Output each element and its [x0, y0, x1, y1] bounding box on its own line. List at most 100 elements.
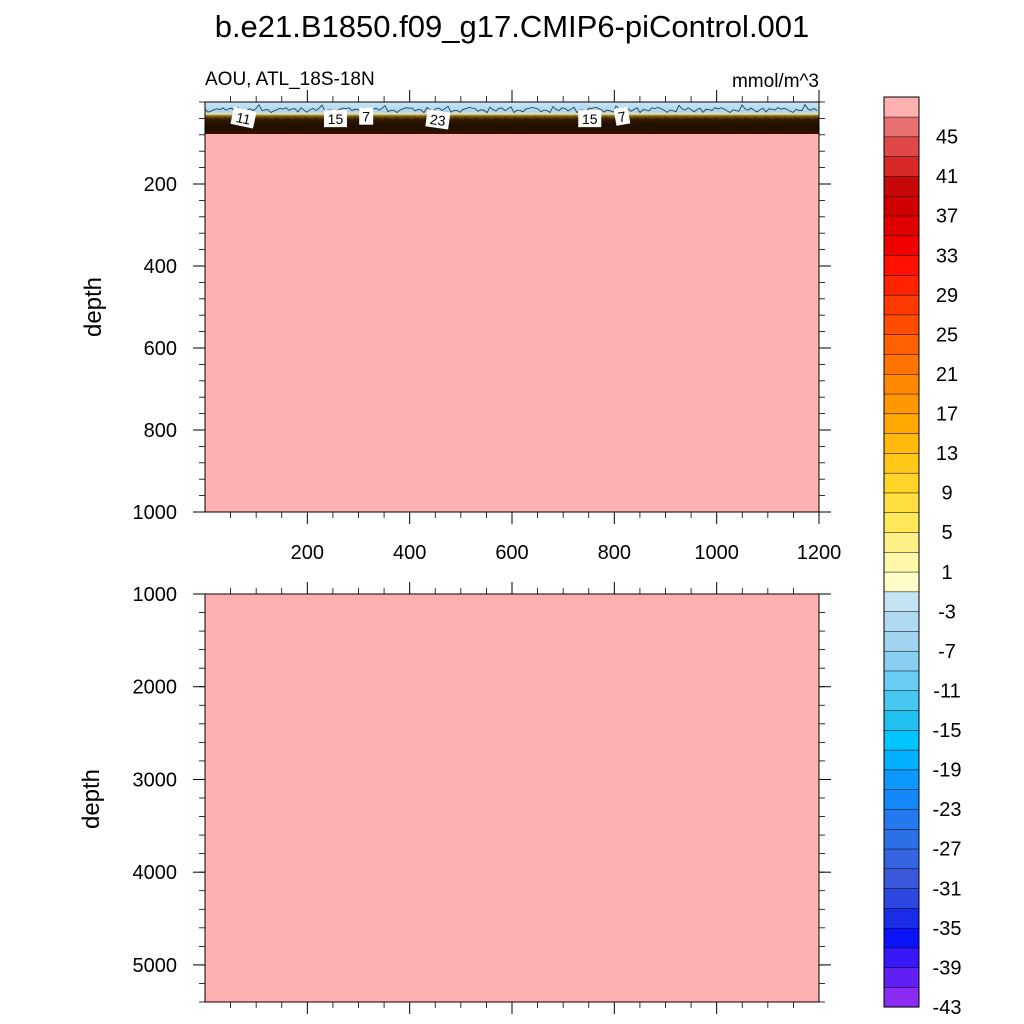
upper-y-axis-label: depth [80, 277, 107, 337]
colorbar-box [883, 255, 920, 276]
colorbar-label: 1 [941, 562, 952, 584]
figure-title: b.e21.B1850.f09_g17.CMIP6-piControl.001 [215, 9, 810, 44]
y-tick-label: 400 [144, 256, 177, 278]
colorbar-box [883, 907, 920, 929]
contour-label: 11 [230, 107, 257, 129]
upper-panel: AOU, ATL_18S-18N mmol/m^3 11 15 7 23 15 7 200… [80, 69, 841, 564]
colorbar-label: 17 [936, 404, 958, 426]
upper-ticks: 200 400 600 800 1000 200 400 600 800 1000 1200 [133, 90, 842, 564]
colorbar-box [883, 650, 920, 672]
contour-label: 7 [613, 106, 631, 126]
contour-label-text: 15 [328, 111, 344, 127]
colorbar-box [883, 472, 920, 494]
colorbar-label: 13 [936, 443, 958, 465]
colorbar-label: -31 [933, 878, 962, 900]
y-tick-label: 4000 [133, 862, 178, 884]
colorbar-label: 45 [936, 127, 958, 149]
contour-label-box [323, 110, 347, 128]
colorbar-box [883, 789, 920, 810]
colorbar-label: -11 [933, 681, 960, 703]
colorbar-label: -27 [933, 839, 962, 861]
colorbar-box [883, 116, 920, 138]
colorbar-box [883, 433, 920, 454]
colorbar-label: -35 [933, 918, 962, 940]
colorbar-label: 21 [936, 364, 958, 386]
colorbar-box [883, 274, 920, 296]
contour-label: 15 [578, 110, 602, 128]
colorbar-box [883, 195, 920, 217]
colorbar-label: 33 [936, 245, 958, 267]
colorbar-box [883, 96, 920, 118]
colorbar-box [883, 413, 920, 434]
colorbar-box [883, 710, 920, 731]
surface-contour-line [204, 103, 818, 114]
colorbar-label: -7 [938, 641, 956, 663]
colorbar-label: -43 [933, 997, 962, 1019]
colorbar-label: -23 [933, 799, 962, 821]
colorbar-box [883, 888, 920, 909]
colorbar-frame [883, 96, 920, 1008]
x-tick-label: 800 [598, 542, 631, 564]
colorbar-box [883, 947, 920, 968]
colorbar-label: 9 [941, 483, 952, 505]
colorbar-box [883, 670, 920, 692]
contour-label-box [230, 107, 257, 129]
y-tick-label: 3000 [133, 769, 178, 791]
y-tick-label: 200 [144, 174, 177, 196]
colorbar-box [883, 630, 920, 652]
colorbar-label: -15 [933, 720, 962, 742]
colorbar-box [883, 175, 920, 197]
surface-contour-band [205, 102, 819, 134]
lower-plot-area [204, 593, 820, 1003]
colorbar: 45 41 37 33 29 25 21 17 13 9 5 1 -3 -7 -11 -15 -19 -23 -27… [883, 96, 962, 1019]
upper-left-string: AOU, ATL_18S-18N [205, 69, 375, 90]
colorbar-box [883, 334, 920, 355]
upper-plot-area: 11 15 7 23 15 7 [204, 101, 820, 513]
colorbar-box [883, 235, 920, 256]
contour-label: 7 [359, 107, 374, 125]
colorbar-label: 25 [936, 324, 958, 346]
upper-fill [205, 102, 819, 512]
colorbar-box [883, 749, 920, 771]
lower-panel: 1000 2000 3000 4000 5000 depth [78, 582, 831, 1014]
y-tick-label: 1000 [133, 502, 178, 524]
y-tick-label: 600 [144, 338, 177, 360]
colorbar-box [883, 156, 920, 177]
colorbar-box [883, 828, 920, 850]
colorbar-box [883, 215, 920, 237]
colorbar-box [883, 373, 920, 395]
y-tick-label: 2000 [133, 677, 178, 699]
y-tick-label: 800 [144, 420, 177, 442]
colorbar-box [883, 848, 920, 870]
colorbar-box [883, 531, 920, 553]
x-tick-label: 200 [291, 542, 324, 564]
x-tick-label: 400 [393, 542, 426, 564]
contour-label: 15 [323, 110, 347, 128]
colorbar-box [883, 136, 920, 157]
colorbar-label: 37 [936, 206, 958, 228]
colorbar-box [883, 512, 920, 533]
colorbar-box [883, 769, 920, 790]
colorbar-box [883, 452, 920, 474]
lower-ticks: 1000 2000 3000 4000 5000 [133, 582, 831, 1014]
colorbar-box [883, 808, 920, 830]
contour-label-box [613, 106, 631, 126]
contour-label: 23 [425, 109, 451, 130]
contour-label-box [359, 107, 374, 125]
colorbar-label: 29 [936, 285, 958, 307]
colorbar-box [883, 353, 920, 375]
colorbar-box [883, 393, 920, 415]
x-tick-label: 1200 [797, 542, 842, 564]
colorbar-box [883, 986, 920, 1008]
contour-label-box [425, 109, 451, 130]
colorbar-label: -39 [933, 957, 962, 979]
colorbar-box [883, 492, 920, 513]
upper-right-string: mmol/m^3 [732, 71, 819, 92]
lower-y-axis-label: depth [78, 769, 105, 829]
colorbar-box [883, 314, 920, 335]
contour-label-text: 7 [617, 108, 628, 125]
colorbar-box [883, 571, 920, 593]
contour-label-text: 23 [429, 111, 447, 129]
contour-label-text: 7 [362, 109, 370, 125]
